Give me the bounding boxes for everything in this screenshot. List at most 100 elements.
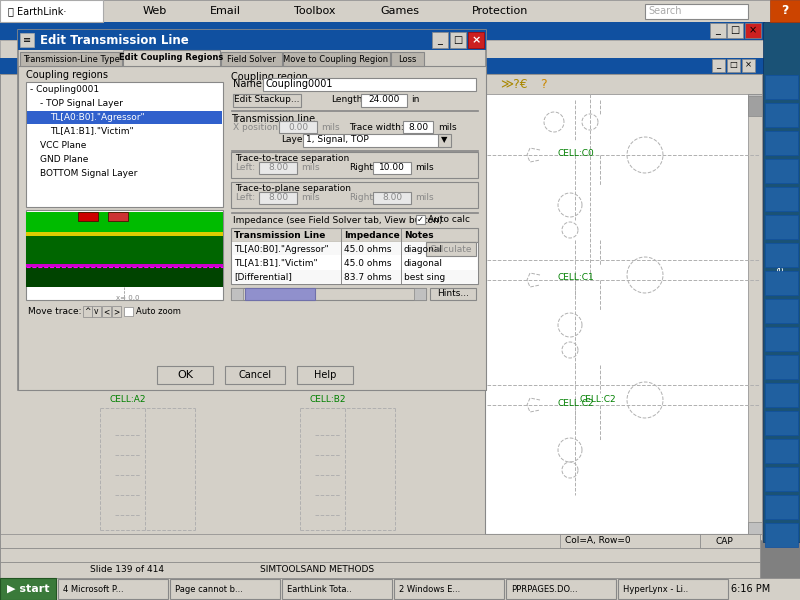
Text: x= 0.0: x= 0.0 (116, 295, 139, 301)
Bar (403, 121, 433, 133)
Bar (765, 299, 798, 323)
Bar (58, 579, 168, 599)
Text: ≡: ≡ (23, 35, 31, 45)
Bar (232, 242, 477, 255)
Bar (765, 355, 798, 379)
Bar (765, 411, 798, 435)
Text: >: > (113, 307, 119, 317)
Text: Cancel: Cancel (238, 370, 271, 380)
Bar (26, 305, 223, 319)
Text: 8.00: 8.00 (268, 193, 288, 202)
Bar (765, 439, 798, 463)
Text: 2 Windows E...: 2 Windows E... (399, 584, 460, 593)
Text: Move to Coupling Region: Move to Coupling Region (283, 55, 389, 64)
Bar (297, 366, 353, 384)
Text: mils: mils (415, 193, 434, 202)
Text: Games: Games (381, 6, 419, 16)
Bar (765, 75, 798, 99)
Bar (259, 192, 297, 204)
Text: best sing: best sing (404, 272, 446, 281)
Bar (231, 182, 478, 208)
Bar (26, 210, 223, 300)
Bar (745, 23, 761, 38)
Bar (765, 467, 798, 491)
Bar (765, 215, 798, 239)
Text: Hints...: Hints... (437, 289, 469, 298)
Text: 10.00: 10.00 (379, 163, 405, 173)
Bar (765, 103, 798, 127)
Text: Coupling region: Coupling region (231, 72, 308, 82)
Bar (123, 50, 220, 66)
Text: _: _ (716, 61, 720, 70)
Text: diagonal: diagonal (404, 245, 443, 253)
Text: ?: ? (782, 4, 789, 17)
Text: Web: Web (143, 6, 167, 16)
Text: VCC Plane: VCC Plane (40, 140, 86, 149)
Bar (225, 366, 285, 384)
Text: Email: Email (210, 6, 241, 16)
Bar (18, 30, 486, 390)
Bar (0, 0, 103, 22)
Text: Length:: Length: (331, 95, 366, 104)
Bar (450, 32, 466, 48)
Text: Impedance (see Field Solver tab, View button): Impedance (see Field Solver tab, View bu… (233, 216, 442, 225)
Bar (102, 306, 111, 317)
Text: Right:: Right: (349, 163, 376, 172)
Bar (765, 131, 798, 155)
Bar (0, 578, 56, 600)
Text: CELL:B2: CELL:B2 (310, 395, 346, 404)
Bar (26, 267, 223, 287)
Bar (373, 192, 411, 204)
Text: diagonal: diagonal (404, 259, 443, 268)
Text: - Coupling0001: - Coupling0001 (30, 85, 99, 94)
Bar (765, 383, 798, 407)
Bar (231, 288, 426, 300)
Bar (765, 243, 798, 267)
Bar (485, 534, 499, 546)
Bar (0, 0, 800, 22)
Text: TL[A1:B1]."Victim": TL[A1:B1]."Victim" (50, 127, 134, 136)
Bar (748, 96, 762, 116)
Text: GND Plane: GND Plane (40, 154, 88, 163)
Text: mils: mils (301, 193, 320, 202)
Bar (231, 152, 478, 178)
Text: CELL:C0: CELL:C0 (557, 148, 594, 157)
Text: EarthLink Tota..: EarthLink Tota.. (287, 584, 352, 593)
Text: CAP: CAP (715, 536, 733, 545)
Text: ▶ start: ▶ start (6, 584, 50, 594)
Bar (745, 534, 759, 546)
Bar (0, 548, 760, 562)
Text: Auto calc: Auto calc (428, 214, 470, 223)
Bar (0, 22, 765, 40)
Text: ×: × (471, 35, 481, 45)
Text: OK: OK (177, 370, 193, 380)
Text: Transmission-Line Type: Transmission-Line Type (22, 55, 119, 64)
Bar (0, 578, 800, 600)
Bar (394, 579, 504, 599)
Text: Notes: Notes (404, 230, 434, 239)
Bar (0, 74, 762, 540)
Text: HyperLynx - Li..: HyperLynx - Li.. (623, 584, 688, 593)
Bar (765, 271, 798, 295)
Text: 45.0 ohms: 45.0 ohms (344, 259, 391, 268)
Bar (426, 242, 476, 256)
Text: □: □ (730, 25, 740, 35)
Text: Transmission Line: Transmission Line (234, 230, 326, 239)
Bar (438, 134, 451, 147)
Bar (712, 59, 725, 72)
Text: Search: Search (648, 6, 682, 16)
Text: _: _ (438, 35, 442, 45)
Bar (157, 366, 213, 384)
Text: Trace-to-plane separation: Trace-to-plane separation (235, 184, 351, 193)
Text: Protection: Protection (472, 6, 528, 16)
Bar (361, 94, 407, 107)
Text: ✓: ✓ (417, 214, 424, 223)
Text: Edit Coupling Regions: Edit Coupling Regions (119, 53, 223, 62)
Text: mils: mils (438, 122, 457, 131)
Text: □: □ (729, 61, 737, 70)
Bar (83, 306, 92, 317)
Bar (231, 110, 478, 111)
Text: CELL:C2: CELL:C2 (557, 398, 594, 407)
Bar (279, 121, 317, 133)
Text: mils: mils (301, 163, 320, 172)
